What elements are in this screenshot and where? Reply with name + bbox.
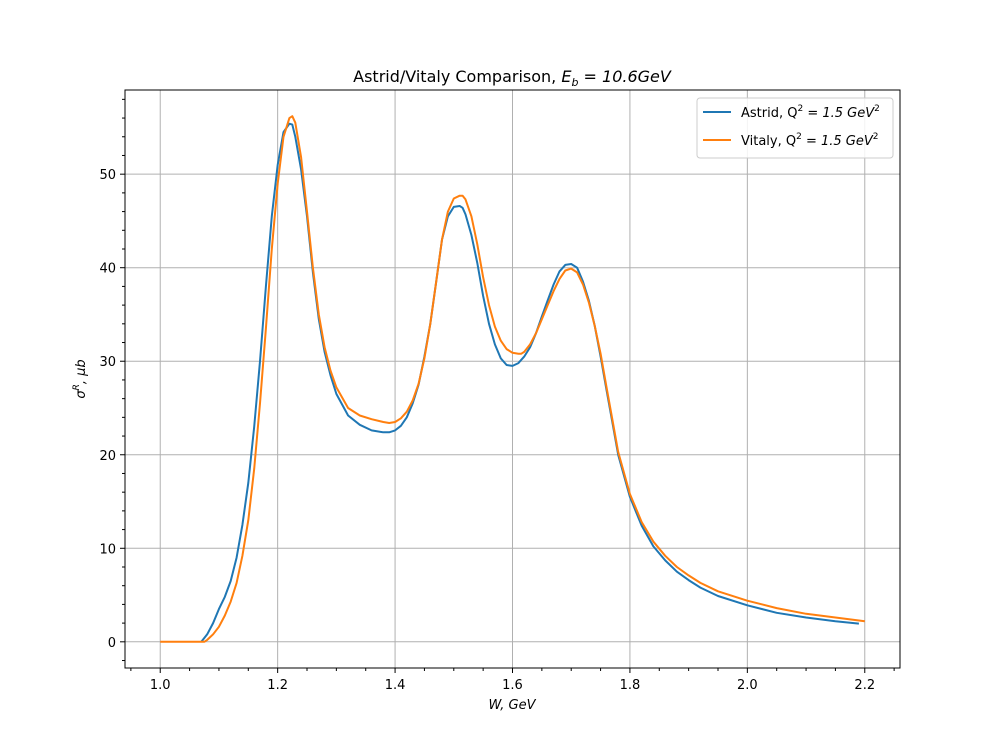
y-tick-label: 10: [99, 542, 116, 557]
legend-box: [696, 97, 894, 159]
chart-title: Astrid/Vitaly Comparison, Eb = 10.6GeV: [353, 67, 672, 89]
x-tick-label: 1.0: [150, 678, 171, 693]
x-tick-label: 1.8: [620, 678, 641, 693]
ticks: 1.0 1.2 1.4 1.6 1.8 2.0 2.2 0 10 20 30 40 50: [99, 98, 895, 693]
series-line-vitaly: [160, 115, 865, 643]
y-tick-label: 30: [99, 355, 116, 370]
y-tick-label: 40: [99, 262, 116, 277]
y-tick-label: 0: [108, 636, 116, 651]
y-axis-label: σR, μb: [72, 359, 89, 398]
legend: Astrid, Q2 = 1.5 GeV2 Vitaly, Q2 = 1.5 G…: [696, 97, 894, 159]
x-tick-label: 2.2: [854, 678, 875, 693]
x-axis-label: W, GeV: [488, 698, 536, 713]
series-layer: [160, 115, 865, 643]
x-tick-label: 1.2: [267, 678, 288, 693]
y-tick-label: 20: [99, 449, 116, 464]
legend-label-vitaly: Vitaly, Q2 = 1.5 GeV2: [741, 132, 879, 149]
legend-label-astrid: Astrid, Q2 = 1.5 GeV2: [741, 104, 880, 121]
x-tick-label: 1.6: [502, 678, 523, 693]
x-tick-label: 2.0: [737, 678, 758, 693]
y-tick-label: 50: [99, 168, 116, 183]
grid: [125, 90, 900, 668]
x-tick-label: 1.4: [385, 678, 406, 693]
